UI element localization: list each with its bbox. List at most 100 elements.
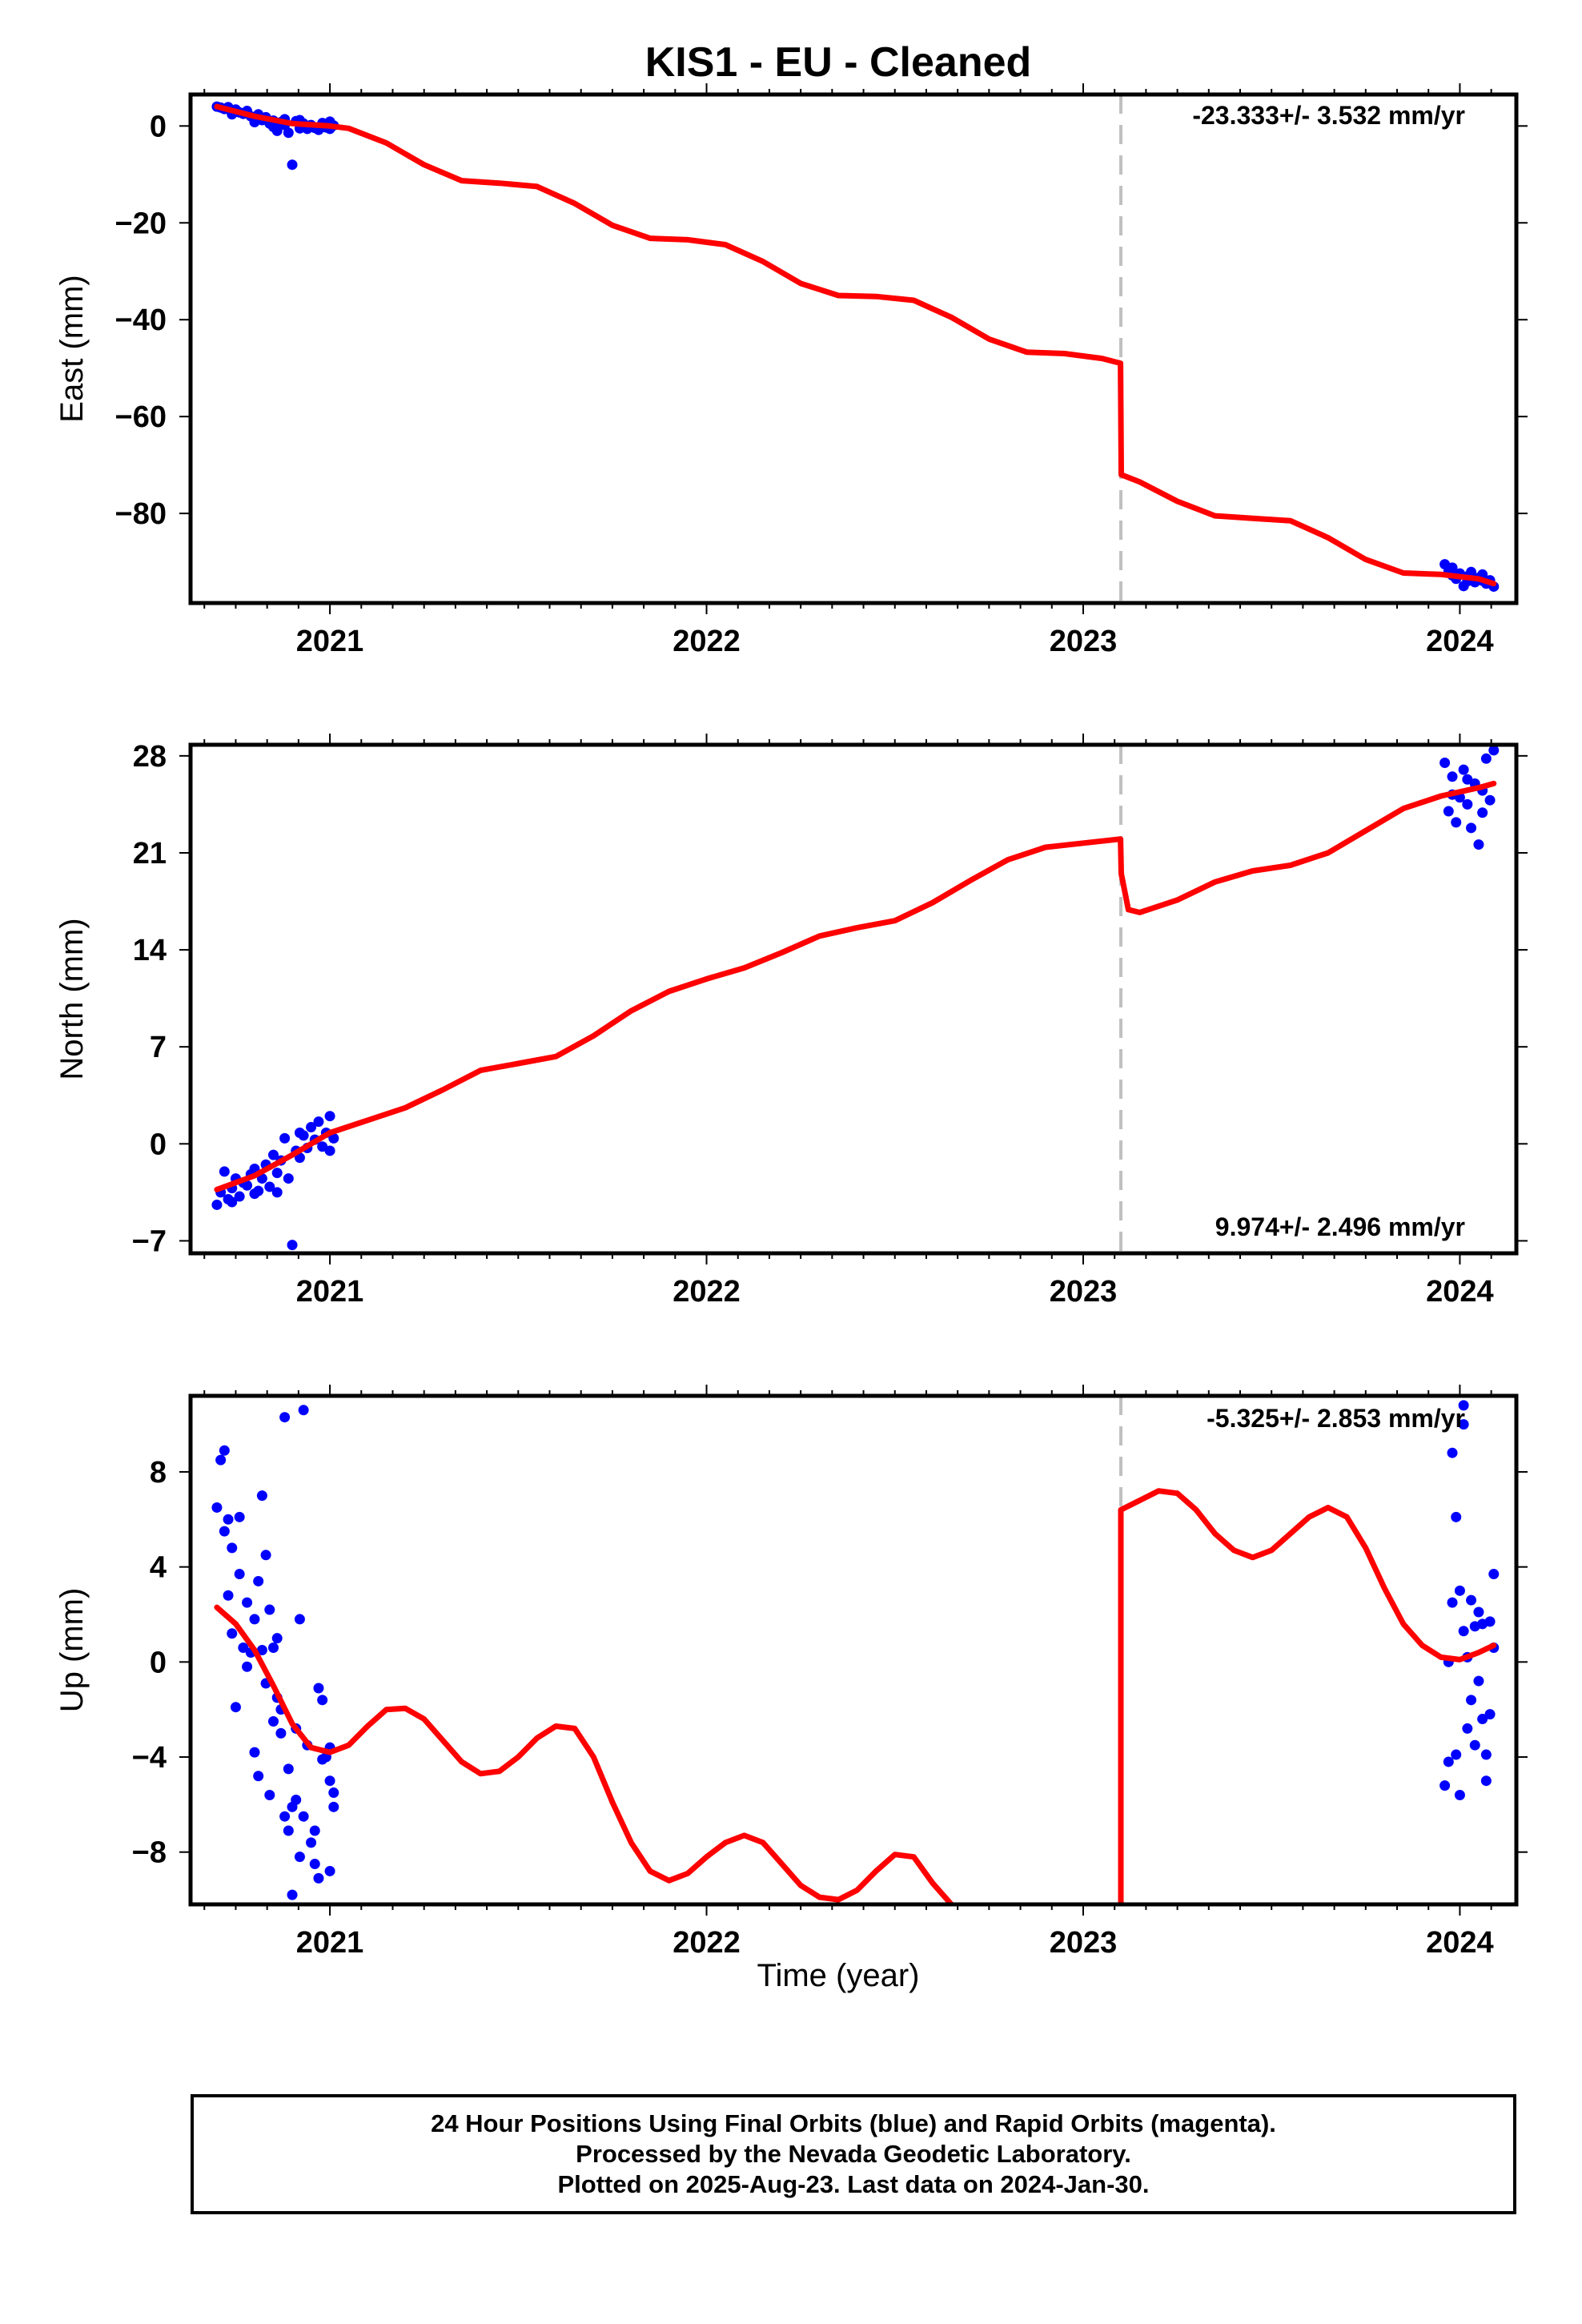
north-data-point [271,1187,283,1198]
north-data-point [328,1132,339,1144]
north-model-curve [214,780,1497,1192]
up-data-point [1454,1585,1465,1596]
north-data-point [219,1166,230,1177]
north-y-tick-label: 7 [150,1031,167,1064]
east-y-tick-label: −80 [115,497,167,531]
north-data-point [249,1188,260,1200]
north-y-tick-label: 0 [150,1128,167,1161]
up-data-point [291,1794,302,1805]
up-data-point [249,1614,260,1625]
north-data-point [287,1240,298,1251]
up-data-point [223,1590,234,1601]
up-y-tick-label: 4 [150,1551,167,1585]
up-data-point [238,1642,249,1654]
up-y-tick-label: −8 [132,1836,167,1870]
up-data-point [279,1412,291,1423]
up-rate-label: -5.325+/- 2.853 mm/yr [1207,1404,1465,1433]
up-x-tick-label: 2024 [1426,1926,1494,1960]
up-data-point [1469,1739,1480,1751]
north-data-point [1466,822,1477,834]
footer-box: 24 Hour Positions Using Final Orbits (bl… [191,2094,1516,2214]
up-data-point [253,1771,264,1782]
up-data-point [1473,1606,1484,1618]
north-data-point [264,1181,275,1192]
up-data-point [219,1445,230,1456]
north-y-axis-label: North (mm) [54,918,90,1080]
north-data-point [1477,807,1488,818]
up-data-point [219,1526,230,1537]
up-data-point [223,1514,234,1525]
north-data-point [271,1168,283,1179]
north-data-point [306,1122,317,1133]
up-data-point [1480,1749,1492,1760]
up-data-point [287,1889,298,1900]
east-x-tick-label: 2022 [673,625,741,658]
north-y-tick-label: 21 [133,837,167,870]
up-data-point [298,1405,309,1416]
north-data-point [242,1180,253,1191]
north-data-point [294,1127,305,1138]
north-data-point [1488,745,1500,756]
north-data-point [1473,839,1484,850]
up-data-point [317,1695,328,1706]
up-data-point [1439,1780,1451,1791]
east-x-tick-label: 2021 [296,625,364,658]
up-data-point [275,1727,287,1739]
footer-line-1: 24 Hour Positions Using Final Orbits (bl… [431,2109,1276,2137]
up-data-point [1462,1723,1473,1734]
up-data-point [271,1633,283,1644]
north-frame [188,742,1519,1256]
east-y-axis-label: East (mm) [54,275,90,422]
up-data-point [242,1597,253,1608]
north-data-point [227,1196,238,1208]
north-x-tick-label: 2023 [1050,1275,1118,1309]
up-data-point [1466,1594,1477,1606]
up-data-point [1488,1569,1500,1580]
east-data-point [1466,566,1477,577]
up-data-point [1484,1709,1496,1720]
footer-line-2: Processed by the Nevada Geodetic Laborat… [576,2140,1131,2168]
up-data-point [1451,1749,1462,1760]
east-x-tick-label: 2023 [1050,625,1118,658]
north-rate-label: 9.974+/- 2.496 mm/yr [1215,1212,1465,1241]
up-frame [188,1393,1519,1907]
up-panel: 2021 2022 2023 2024 8 4 0 −4 −8 Up (mm) -5.325+/- … [54,1385,1528,1960]
up-data-point [313,1872,324,1884]
north-data-point [1462,798,1473,810]
up-data-point [260,1550,271,1561]
east-y-tick-label: 0 [150,110,167,143]
up-x-tick-label: 2023 [1050,1926,1118,1960]
up-data-point [253,1575,264,1586]
up-data-point [309,1825,320,1836]
up-data-point [294,1852,305,1863]
north-x-tick-label: 2021 [296,1275,364,1309]
up-data-point [249,1747,260,1758]
up-data-point [1484,1616,1496,1627]
north-data-point [324,1145,335,1156]
north-data-point [1458,764,1469,775]
north-y-tick-label: 28 [133,740,167,774]
east-frame [188,92,1519,605]
north-data-point [211,1199,223,1210]
north-data-point [1480,753,1492,764]
east-data-point [287,159,298,171]
up-data-point [1447,1597,1458,1608]
east-model-curve [214,103,1497,587]
east-data-point [283,127,294,139]
up-data-point [215,1454,227,1466]
up-data-point [324,1865,335,1876]
north-data-point [234,1191,245,1202]
up-data-point [234,1569,245,1580]
up-y-tick-label: 0 [150,1646,167,1679]
up-data-point [268,1716,279,1727]
north-data-point [324,1111,335,1122]
east-x-tick-label: 2024 [1426,625,1494,658]
north-data-point [1484,794,1496,806]
up-data-point [328,1787,339,1799]
north-data-point [1462,774,1473,785]
up-y-axis-label: Up (mm) [54,1588,90,1713]
north-data-point [1439,757,1451,768]
up-x-tick-label: 2021 [296,1926,364,1960]
up-data-point [306,1837,317,1848]
